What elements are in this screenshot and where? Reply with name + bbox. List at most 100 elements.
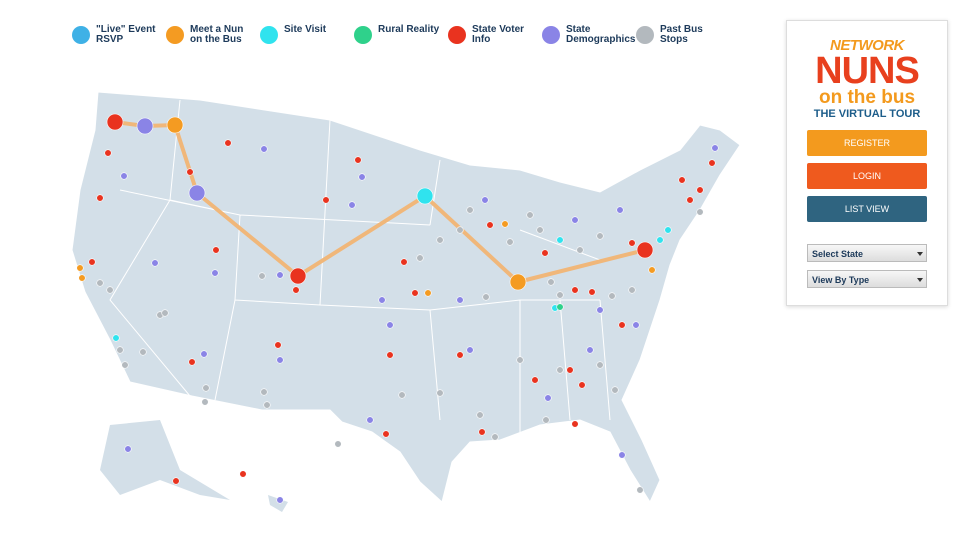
- map-marker[interactable]: [76, 264, 84, 272]
- map-marker[interactable]: [556, 366, 564, 374]
- map-marker[interactable]: [334, 440, 342, 448]
- map-marker[interactable]: [104, 149, 112, 157]
- legend-item[interactable]: Past Bus Stops: [636, 25, 730, 45]
- map-marker[interactable]: [188, 184, 206, 202]
- map-marker[interactable]: [556, 303, 564, 311]
- map-marker[interactable]: [378, 296, 386, 304]
- map-marker[interactable]: [491, 433, 499, 441]
- legend-item[interactable]: "Live" Event RSVP: [72, 25, 166, 45]
- map-marker[interactable]: [588, 288, 596, 296]
- map-marker[interactable]: [526, 211, 534, 219]
- map-marker[interactable]: [486, 221, 494, 229]
- map-marker[interactable]: [276, 356, 284, 364]
- map-marker[interactable]: [556, 236, 564, 244]
- legend-item[interactable]: Meet a Nun on the Bus: [166, 25, 260, 45]
- map-marker[interactable]: [260, 145, 268, 153]
- map-marker[interactable]: [411, 289, 419, 297]
- map-marker[interactable]: [188, 358, 196, 366]
- map-marker[interactable]: [200, 350, 208, 358]
- map-marker[interactable]: [400, 258, 408, 266]
- map-marker[interactable]: [258, 272, 266, 280]
- map-marker[interactable]: [212, 246, 220, 254]
- map-marker[interactable]: [292, 286, 300, 294]
- map-marker[interactable]: [366, 416, 374, 424]
- map-marker[interactable]: [322, 196, 330, 204]
- map-marker[interactable]: [348, 201, 356, 209]
- map-marker[interactable]: [456, 296, 464, 304]
- map-marker[interactable]: [436, 389, 444, 397]
- map-marker[interactable]: [274, 341, 282, 349]
- map-marker[interactable]: [636, 486, 644, 494]
- login-button[interactable]: LOGIN: [807, 163, 927, 189]
- map-marker[interactable]: [656, 236, 664, 244]
- map-marker[interactable]: [696, 186, 704, 194]
- map-marker[interactable]: [201, 398, 209, 406]
- map-marker[interactable]: [211, 269, 219, 277]
- map-marker[interactable]: [586, 346, 594, 354]
- map-marker[interactable]: [289, 267, 307, 285]
- map-marker[interactable]: [260, 388, 268, 396]
- map-marker[interactable]: [186, 168, 194, 176]
- map-marker[interactable]: [628, 239, 636, 247]
- map-marker[interactable]: [116, 346, 124, 354]
- legend-item[interactable]: Rural Reality: [354, 25, 448, 45]
- legend-item[interactable]: State Demographics: [542, 25, 636, 45]
- map-marker[interactable]: [664, 226, 672, 234]
- map-marker[interactable]: [78, 274, 86, 282]
- map-marker[interactable]: [556, 291, 564, 299]
- map-marker[interactable]: [224, 139, 232, 147]
- map-marker[interactable]: [120, 172, 128, 180]
- map-marker[interactable]: [424, 289, 432, 297]
- map-marker[interactable]: [618, 451, 626, 459]
- legend-item[interactable]: Site Visit: [260, 25, 354, 45]
- map-marker[interactable]: [636, 241, 654, 259]
- map-marker[interactable]: [506, 238, 514, 246]
- map-marker[interactable]: [616, 206, 624, 214]
- map-marker[interactable]: [466, 346, 474, 354]
- map-marker[interactable]: [96, 279, 104, 287]
- map-marker[interactable]: [112, 334, 120, 342]
- map-marker[interactable]: [711, 144, 719, 152]
- map-marker[interactable]: [536, 226, 544, 234]
- map-marker[interactable]: [678, 176, 686, 184]
- map-marker[interactable]: [106, 113, 124, 131]
- map-marker[interactable]: [166, 116, 184, 134]
- map-marker[interactable]: [172, 477, 180, 485]
- map-marker[interactable]: [416, 254, 424, 262]
- map-marker[interactable]: [632, 321, 640, 329]
- map-marker[interactable]: [481, 196, 489, 204]
- map-marker[interactable]: [239, 470, 247, 478]
- map-marker[interactable]: [547, 278, 555, 286]
- map-marker[interactable]: [516, 356, 524, 364]
- map-marker[interactable]: [686, 196, 694, 204]
- map-marker[interactable]: [436, 236, 444, 244]
- map-marker[interactable]: [88, 258, 96, 266]
- map-marker[interactable]: [576, 246, 584, 254]
- map-marker[interactable]: [531, 376, 539, 384]
- map-marker[interactable]: [608, 292, 616, 300]
- map-marker[interactable]: [456, 226, 464, 234]
- map-marker[interactable]: [571, 420, 579, 428]
- map-marker[interactable]: [478, 428, 486, 436]
- map-marker[interactable]: [501, 220, 509, 228]
- map-marker[interactable]: [398, 391, 406, 399]
- map-marker[interactable]: [544, 394, 552, 402]
- map-marker[interactable]: [386, 351, 394, 359]
- map-marker[interactable]: [136, 117, 154, 135]
- map-marker[interactable]: [618, 321, 626, 329]
- map-marker[interactable]: [696, 208, 704, 216]
- map-marker[interactable]: [541, 249, 549, 257]
- state-select[interactable]: Select State: [807, 244, 927, 262]
- map-marker[interactable]: [151, 259, 159, 267]
- map-marker[interactable]: [509, 273, 527, 291]
- map-marker[interactable]: [202, 384, 210, 392]
- map-marker[interactable]: [571, 286, 579, 294]
- map-marker[interactable]: [124, 445, 132, 453]
- legend-item[interactable]: State Voter Info: [448, 25, 542, 45]
- type-select[interactable]: View By Type: [807, 270, 927, 288]
- map-marker[interactable]: [611, 386, 619, 394]
- map-marker[interactable]: [382, 430, 390, 438]
- map-marker[interactable]: [571, 216, 579, 224]
- map-marker[interactable]: [482, 293, 490, 301]
- map-marker[interactable]: [106, 286, 114, 294]
